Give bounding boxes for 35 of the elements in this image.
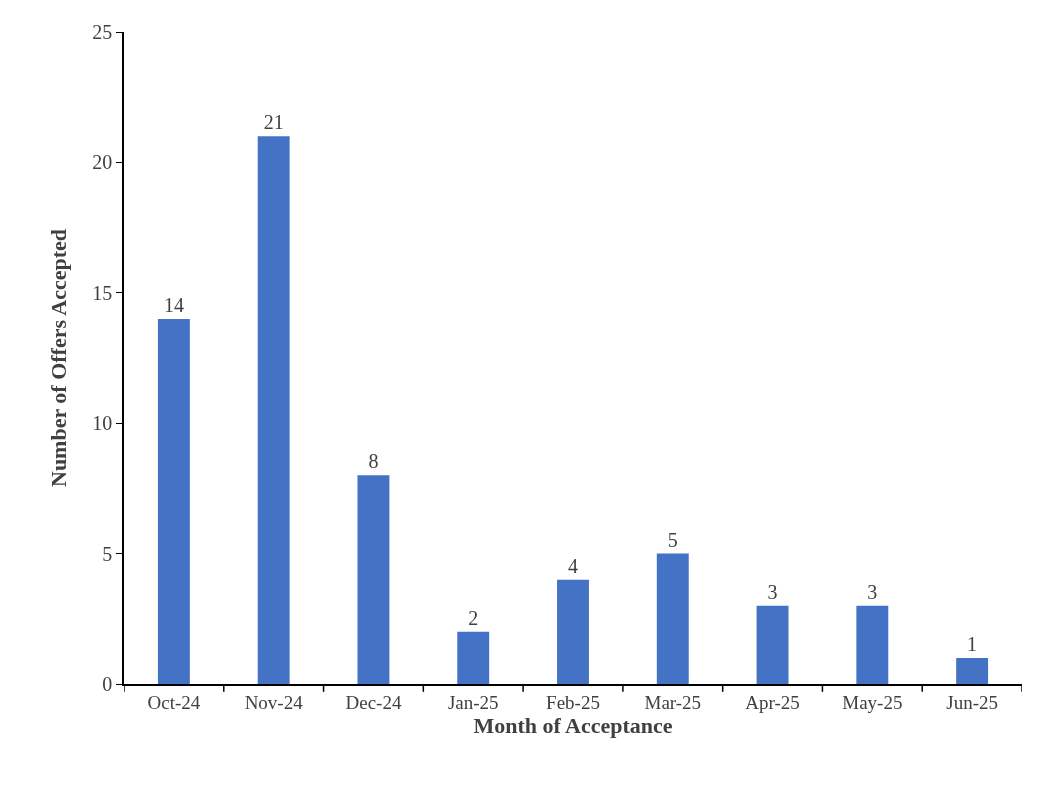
y-tick-label: 25 [92, 21, 113, 43]
x-tick-label: Nov-24 [244, 691, 304, 713]
data-label: 14 [163, 293, 184, 316]
bar [457, 631, 490, 684]
data-label: 3 [767, 580, 778, 603]
y-tick-label: 5 [102, 542, 113, 565]
x-tick-label: Jun-25 [946, 691, 998, 713]
x-axis-title: Month of Acceptance [473, 712, 673, 738]
y-tick-label: 0 [102, 673, 113, 695]
bar [856, 605, 889, 684]
data-label: 2 [468, 606, 479, 629]
x-tick-label: Apr-25 [745, 691, 800, 713]
bar [257, 136, 290, 684]
data-label: 21 [263, 111, 284, 134]
x-tick-label: Dec-24 [345, 691, 402, 713]
data-label: 5 [667, 528, 678, 551]
bar [956, 657, 989, 684]
bar [557, 579, 589, 684]
data-label: 3 [867, 580, 878, 603]
x-tick-label: Feb-25 [546, 691, 600, 713]
y-axis-title: Number of Offers Accepted [45, 228, 71, 488]
data-label: 1 [967, 632, 978, 655]
bar [756, 605, 789, 684]
y-tick-label: 10 [92, 412, 113, 435]
x-tick-label: Jan-25 [447, 691, 499, 713]
bar [357, 475, 390, 684]
y-tick-label: 15 [92, 281, 113, 304]
x-tick-label: May-25 [842, 691, 903, 713]
x-tick-label: Mar-25 [644, 691, 702, 713]
x-tick-label: Oct-24 [147, 691, 201, 713]
data-label: 4 [568, 554, 578, 577]
bar [157, 318, 190, 684]
bar [656, 553, 689, 684]
y-tick-label: 20 [92, 151, 113, 174]
data-label: 8 [368, 450, 379, 473]
